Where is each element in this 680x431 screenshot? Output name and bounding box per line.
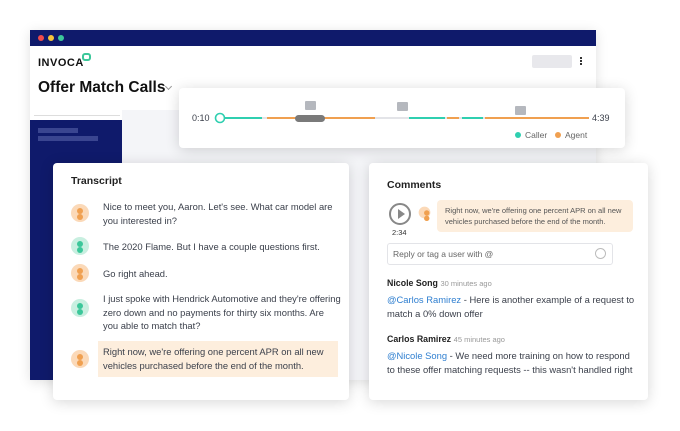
filter-select[interactable] [34, 106, 120, 116]
agent-avatar [71, 264, 89, 282]
message: Go right ahead. [103, 268, 168, 279]
legend-agent: Agent [565, 130, 588, 140]
message: I just spoke with Hendrick Automotive an… [103, 293, 341, 331]
clip-time: 2:34 [392, 228, 407, 237]
highlight [98, 341, 338, 377]
sidebar-item[interactable] [38, 128, 78, 133]
comment-header: Nicole Song 30 minutes ago [387, 276, 492, 291]
caller-avatar [71, 299, 89, 317]
comment-author: Carlos Ramirez [387, 334, 452, 344]
agent-avatar [71, 350, 89, 368]
comment-text: - Here is another example of a request t… [387, 294, 635, 319]
start-time: 0:10 [192, 113, 210, 123]
message: Right now, we're offering one percent AP… [103, 346, 324, 371]
comment-time: 45 minutes ago [453, 335, 505, 344]
timeline [214, 101, 589, 138]
toolbar-button[interactable] [532, 55, 572, 68]
play-icon [398, 209, 405, 219]
reply-input[interactable] [387, 243, 613, 265]
reply-placeholder: Reply or tag a user with @ [393, 249, 494, 259]
player-card: 0:10 4:39 Caller Agent [179, 88, 625, 148]
transcript-card: Transcript Nice to meet you, Aaron. Let'… [53, 163, 349, 400]
message: The 2020 Flame. But I have a couple ques… [103, 241, 320, 252]
transcript-title: Transcript [71, 175, 122, 187]
playhead[interactable] [214, 112, 226, 124]
legend-caller: Caller [525, 130, 548, 140]
window-bar [30, 30, 596, 46]
menu-dots[interactable] [580, 57, 582, 59]
comment-marker[interactable] [305, 101, 316, 110]
dot-red [38, 35, 44, 41]
legend-dot-agent [555, 132, 561, 138]
comment-body: @Nicole Song - We need more training on … [387, 349, 635, 376]
logo: INVOCA [38, 57, 84, 69]
mention[interactable]: @Nicole Song [387, 350, 448, 361]
selection[interactable] [295, 115, 325, 122]
play-button[interactable] [389, 203, 411, 225]
end-time: 4:39 [592, 113, 610, 123]
agent-avatar [418, 206, 431, 219]
comment-body: @Carlos Ramirez - Here is another exampl… [387, 293, 635, 320]
comments-title: Comments [387, 179, 442, 191]
comments-card: Comments 2:34 Right now, we're offering … [369, 163, 648, 400]
comment-author: Nicole Song [387, 278, 438, 288]
chevron[interactable] [164, 82, 173, 91]
logo-bubble [82, 53, 91, 61]
emoji-button[interactable] [595, 248, 606, 259]
comment-marker[interactable] [397, 102, 408, 111]
comment-marker[interactable] [515, 106, 526, 115]
legend-dot-caller [515, 132, 521, 138]
clip-quote: Right now, we're offering one percent AP… [437, 200, 633, 232]
message: Nice to meet you, Aaron. Let's see. What… [103, 201, 333, 226]
sidebar-item[interactable] [38, 136, 98, 141]
comment-time: 30 minutes ago [440, 279, 492, 288]
page-title: Offer Match Calls [38, 79, 166, 96]
caller-avatar [71, 237, 89, 255]
dot-green [58, 35, 64, 41]
comment-header: Carlos Ramirez 45 minutes ago [387, 332, 505, 347]
dot-yellow [48, 35, 54, 41]
agent-avatar [71, 204, 89, 222]
mention[interactable]: @Carlos Ramirez [387, 294, 462, 305]
comment-text: - We need more training on how to respon… [387, 350, 633, 375]
